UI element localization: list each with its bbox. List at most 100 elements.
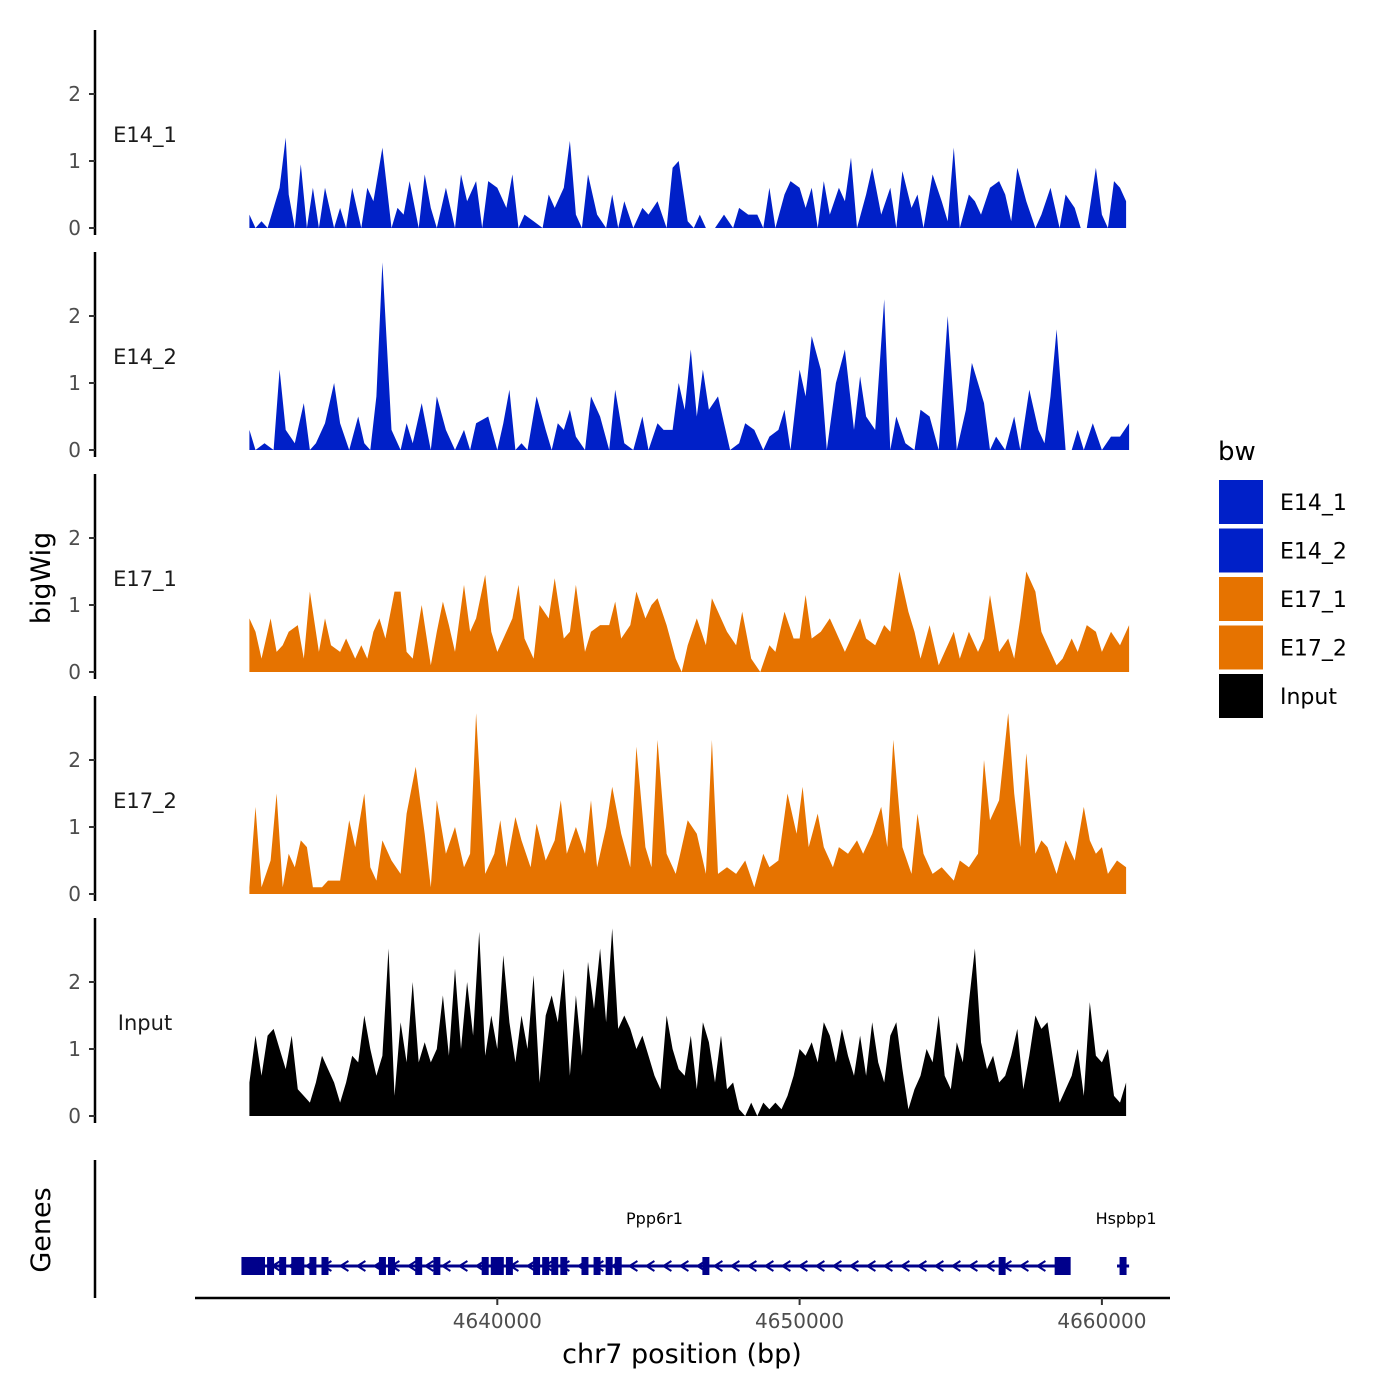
signal-panels: 0 1 2 E14_1 0 1 2 E14_2 0 1 2 E17_1 0 1 2 E17_2 0 1 2 Input bbox=[68, 30, 1130, 1128]
exon-block bbox=[291, 1257, 299, 1275]
y-tick-label: 0 bbox=[68, 1104, 81, 1128]
exon-block bbox=[614, 1257, 622, 1275]
exon-block bbox=[605, 1257, 613, 1275]
legend-swatch-e14-2 bbox=[1219, 528, 1263, 573]
legend-label-input: Input bbox=[1280, 685, 1337, 710]
y-tick-label: 1 bbox=[68, 1037, 81, 1061]
legend-swatch-e17-1 bbox=[1219, 577, 1263, 621]
y-tick-label: 1 bbox=[68, 149, 81, 173]
strand-arrow bbox=[457, 1260, 468, 1272]
exon-block bbox=[433, 1257, 441, 1275]
strand-arrow bbox=[933, 1260, 944, 1272]
panel-e17-1: 0 1 2 E17_1 bbox=[68, 474, 1130, 684]
strand-arrow bbox=[831, 1260, 842, 1272]
strand-arrow bbox=[746, 1260, 757, 1272]
y-tick-label: 1 bbox=[68, 371, 81, 395]
gene-hspbp1: Hspbp1 bbox=[1096, 1209, 1157, 1275]
strand-arrow bbox=[848, 1260, 859, 1272]
strand-arrow bbox=[797, 1260, 808, 1272]
y-tick-label: 0 bbox=[68, 882, 81, 906]
strand-arrow bbox=[882, 1260, 893, 1272]
exon-block bbox=[387, 1257, 395, 1275]
exon-block bbox=[490, 1257, 498, 1275]
y-tick-label: 1 bbox=[68, 593, 81, 617]
exon-block bbox=[533, 1257, 541, 1275]
exon-block bbox=[593, 1257, 601, 1275]
exon-block bbox=[560, 1257, 568, 1275]
gene-track: Ppp6r1 Hspbp1 bbox=[93, 1160, 1157, 1298]
exon-block bbox=[415, 1257, 423, 1275]
strand-arrow bbox=[678, 1260, 689, 1272]
exon-block bbox=[1054, 1257, 1071, 1275]
strand-arrow bbox=[814, 1260, 825, 1272]
strand-arrow bbox=[780, 1260, 791, 1272]
strand-arrow bbox=[865, 1260, 876, 1272]
legend: bw E14_1 E14_2 E17_1 E17_2 Input bbox=[1218, 437, 1347, 718]
legend-swatch-e17-2 bbox=[1219, 625, 1263, 670]
strand-arrow bbox=[644, 1260, 655, 1272]
y-tick-label: 2 bbox=[68, 970, 81, 994]
exon-block bbox=[702, 1257, 710, 1275]
strand-arrow bbox=[525, 1260, 536, 1272]
strand-arrow bbox=[1018, 1260, 1029, 1272]
panel-input: 0 1 2 Input bbox=[68, 918, 1127, 1128]
coverage-area-e14-1 bbox=[249, 137, 1127, 228]
legend-label-e17-2: E17_2 bbox=[1280, 637, 1347, 662]
exon-block bbox=[267, 1257, 275, 1275]
track-label-e14-2: E14_2 bbox=[113, 345, 177, 370]
legend-swatch-input bbox=[1219, 674, 1263, 718]
exon-block bbox=[378, 1257, 386, 1275]
track-label-e17-2: E17_2 bbox=[113, 789, 177, 814]
strand-arrow bbox=[916, 1260, 927, 1272]
x-tick-label: 4640000 bbox=[453, 1309, 542, 1333]
y-tick-label: 0 bbox=[68, 216, 81, 240]
exon-block bbox=[505, 1257, 513, 1275]
y-tick-label: 0 bbox=[68, 438, 81, 462]
panel-e14-1: 0 1 2 E14_1 bbox=[68, 30, 1127, 240]
exon-block bbox=[321, 1257, 329, 1275]
strand-arrow bbox=[355, 1260, 366, 1272]
y-tick-label: 2 bbox=[68, 304, 81, 328]
legend-label-e17-1: E17_1 bbox=[1280, 588, 1347, 613]
y-tick-label: 1 bbox=[68, 815, 81, 839]
exon-block bbox=[551, 1257, 559, 1275]
gene-ppp6r1: Ppp6r1 bbox=[241, 1209, 1071, 1275]
gene-label-ppp6r1: Ppp6r1 bbox=[626, 1209, 683, 1228]
x-tick-label: 4650000 bbox=[755, 1309, 844, 1333]
coverage-area-e17-2 bbox=[249, 713, 1127, 894]
coverage-area-input bbox=[249, 928, 1127, 1116]
legend-title: bw bbox=[1218, 437, 1256, 467]
exon-block bbox=[542, 1257, 550, 1275]
strand-arrow bbox=[627, 1260, 638, 1272]
x-axis-title: chr7 position (bp) bbox=[562, 1339, 802, 1370]
y-axis-title: bigWig bbox=[26, 532, 57, 625]
legend-label-e14-2: E14_2 bbox=[1280, 540, 1347, 565]
exon-block bbox=[998, 1257, 1006, 1275]
strand-arrow bbox=[712, 1260, 723, 1272]
exon-block bbox=[279, 1257, 287, 1275]
exon-block bbox=[241, 1257, 264, 1275]
track-label-input: Input bbox=[118, 1011, 172, 1035]
y-tick-label: 2 bbox=[68, 82, 81, 106]
strand-arrow bbox=[661, 1260, 672, 1272]
strand-arrow bbox=[338, 1260, 349, 1272]
legend-swatch-e14-1 bbox=[1219, 480, 1263, 524]
coverage-area-e14-2 bbox=[249, 262, 1130, 450]
exon-block bbox=[258, 1257, 266, 1275]
y-tick-label: 2 bbox=[68, 526, 81, 550]
strand-arrow bbox=[423, 1260, 434, 1272]
exon-block bbox=[297, 1257, 305, 1275]
track-label-e17-1: E17_1 bbox=[113, 567, 177, 592]
exon-block bbox=[309, 1257, 317, 1275]
exon-block bbox=[481, 1257, 489, 1275]
strand-arrow bbox=[1035, 1260, 1046, 1272]
gene-label-hspbp1: Hspbp1 bbox=[1096, 1209, 1157, 1228]
gene-track-title: Genes bbox=[26, 1187, 57, 1272]
strand-arrow bbox=[763, 1260, 774, 1272]
exon-block bbox=[496, 1257, 504, 1275]
x-axis: 4640000 4650000 4660000 bbox=[195, 1296, 1170, 1333]
exon-block bbox=[1119, 1257, 1127, 1275]
track-label-e14-1: E14_1 bbox=[113, 123, 177, 148]
panel-e14-2: 0 1 2 E14_2 bbox=[68, 252, 1130, 462]
